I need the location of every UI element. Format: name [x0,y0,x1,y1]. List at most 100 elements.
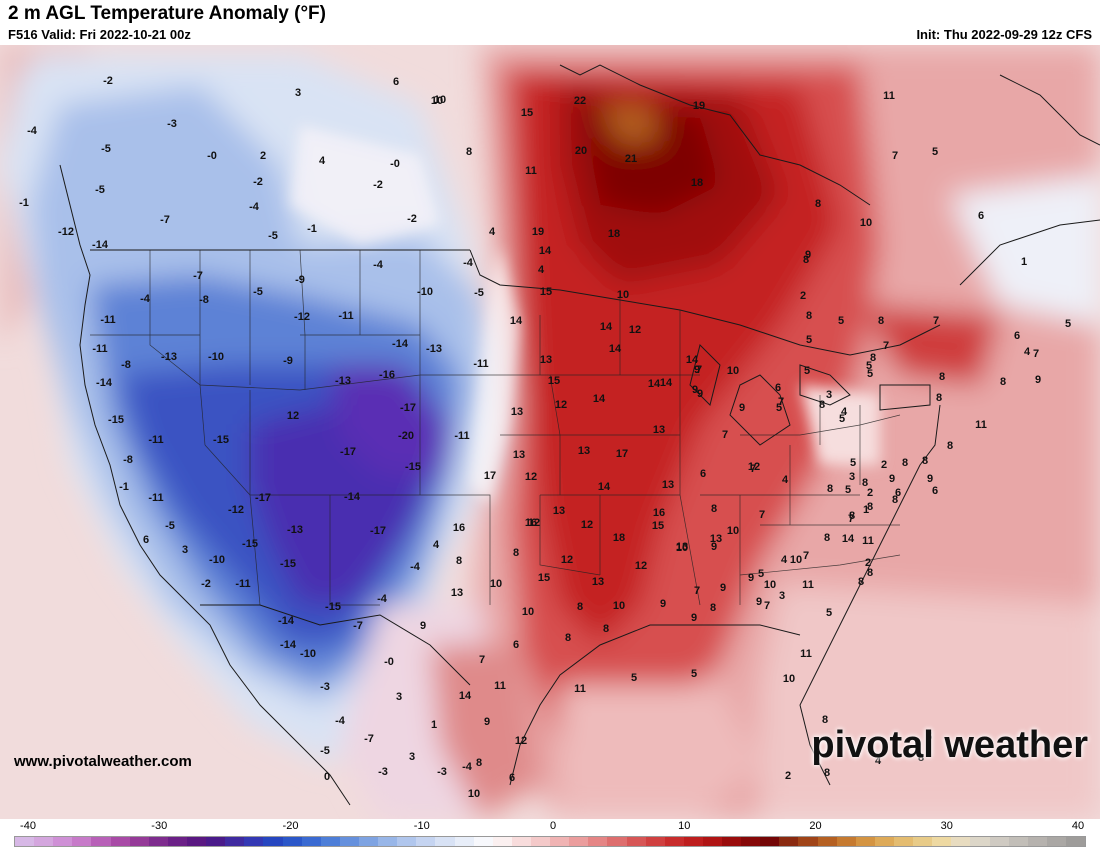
anomaly-value: 8 [465,146,473,158]
anomaly-value: 8 [802,254,810,266]
anomaly-value: -2 [373,179,383,191]
colorbar-swatch [148,837,168,846]
anomaly-value: 8 [869,352,877,364]
anomaly-value: 13 [591,576,605,588]
anomaly-value: -4 [410,561,420,573]
anomaly-value: -7 [364,733,374,745]
colorbar-swatch [683,837,703,846]
anomaly-value: 12 [560,554,574,566]
colorbar-swatch [664,837,684,846]
anomaly-value: 18 [607,228,621,240]
anomaly-value: 12 [514,735,528,747]
anomaly-value: -13 [335,375,351,387]
anomaly-value: 7 [777,396,785,408]
anomaly-value: 8 [917,752,925,764]
anomaly-value: 16 [652,507,666,519]
colorbar-swatch [263,837,283,846]
colorbar-swatch [110,837,130,846]
anomaly-value: 6 [508,772,516,784]
colorbar-swatch [358,837,379,846]
colorbar-swatch [932,837,952,846]
anomaly-value: 6 [392,76,400,88]
anomaly-value: -9 [295,274,305,286]
anomaly-value: 9 [747,572,755,584]
colorbar-swatch [550,837,570,846]
anomaly-value: 9 [691,384,699,396]
colorbar-tick-label: 30 [940,820,953,832]
colorbar-swatch [511,837,531,846]
anomaly-value: -2 [103,75,113,87]
anomaly-value: -5 [268,230,278,242]
anomaly-value: 13 [709,533,723,545]
colorbar-swatch [989,837,1009,846]
state-lines [90,249,901,606]
anomaly-value: 14 [509,315,523,327]
brand-logo: pivotal weather [811,724,1088,766]
anomaly-value: 10 [467,788,481,800]
anomaly-value: 6 [512,639,520,651]
colorbar-tick-label: 10 [678,820,691,832]
anomaly-value: 4 [874,755,882,767]
anomaly-value: 13 [512,449,526,461]
anomaly-value: 8 [901,457,909,469]
colorbar-tick-label: -30 [151,820,168,832]
colorbar-tick-label: 20 [809,820,822,832]
colorbar-swatch [702,837,723,846]
anomaly-value: -10 [208,351,224,363]
anomaly-value: 7 [693,585,701,597]
anomaly-value: -14 [344,491,360,503]
anomaly-value: 8 [877,315,885,327]
colorbar-swatch [1046,837,1067,846]
anomaly-value: 18 [612,532,626,544]
colorbar-tick-label: -10 [413,820,430,832]
colorbar-swatch [378,837,398,846]
anomaly-value: 3 [408,751,416,763]
anomaly-value: 8 [999,376,1007,388]
map-title: 2 m AGL Temperature Anomaly (°F) [8,3,326,24]
anomaly-value: 8 [805,310,813,322]
anomaly-value: 4 [488,226,496,238]
anomaly-value: 10 [521,606,535,618]
anomaly-value: -17 [400,402,416,414]
anomaly-value: 5 [837,315,845,327]
anomaly-value: -10 [417,286,433,298]
anomaly-value: 11 [574,683,586,695]
colorbar-swatch [454,837,474,846]
anomaly-value: 8 [826,483,834,495]
anomaly-value: 4 [1023,346,1031,358]
anomaly-value: 7 [882,340,890,352]
anomaly-value: 12 [747,461,761,473]
anomaly-value: 20 [574,145,588,157]
anomaly-value: 7 [478,654,486,666]
colorbar-swatch [836,837,856,846]
anomaly-value: 7 [721,429,729,441]
anomaly-value: -0 [207,150,217,162]
anomaly-value: -2 [201,578,211,590]
anomaly-value: 7 [847,513,855,525]
anomaly-value: -14 [278,615,294,627]
anomaly-value: -2 [253,176,263,188]
colorbar-tick-label: -40 [20,820,36,832]
anomaly-value: 0 [323,771,331,783]
anomaly-value: 15 [520,107,534,119]
anomaly-value: 8 [602,623,610,635]
anomaly-value: 12 [524,471,538,483]
colorbar-swatch [416,837,436,846]
anomaly-value: 2 [259,150,267,162]
anomaly-value: 1 [1020,256,1028,268]
anomaly-value: -5 [101,143,111,155]
anomaly-value: 17 [615,448,629,460]
anomaly-value: 2 [799,290,807,302]
anomaly-value: -8 [199,294,209,306]
anomaly-value: 5 [805,334,813,346]
anomaly-value: -17 [340,446,356,458]
anomaly-value: -14 [392,338,408,350]
anomaly-value: 22 [573,95,587,107]
anomaly-value: 5 [925,731,933,743]
colorbar-swatch [206,837,226,846]
anomaly-value: 4 [537,264,545,276]
anomaly-value: 8 [512,547,520,559]
anomaly-value: 12 [286,410,300,422]
anomaly-value: 17 [483,470,497,482]
anomaly-value: 3 [848,471,856,483]
